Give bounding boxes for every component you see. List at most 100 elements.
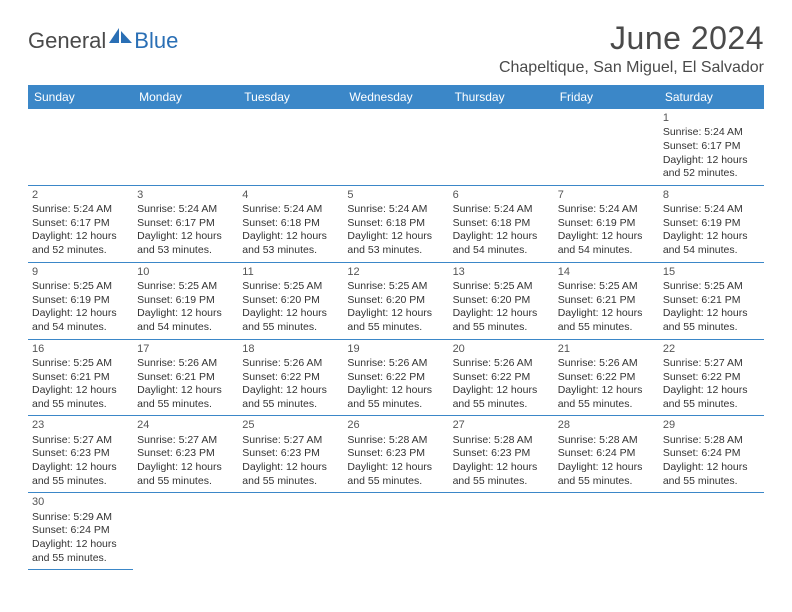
calendar-day-cell: 17Sunrise: 5:26 AMSunset: 6:21 PMDayligh…	[133, 339, 238, 416]
sunrise-text: Sunrise: 5:26 AM	[558, 357, 655, 371]
title-block: June 2024 Chapeltique, San Miguel, El Sa…	[499, 20, 764, 77]
sunset-text: Sunset: 6:20 PM	[242, 294, 339, 308]
sunrise-text: Sunrise: 5:24 AM	[663, 126, 760, 140]
calendar-day-cell: 8Sunrise: 5:24 AMSunset: 6:19 PMDaylight…	[659, 185, 764, 262]
calendar-day-cell: 3Sunrise: 5:24 AMSunset: 6:17 PMDaylight…	[133, 185, 238, 262]
daylight-text: Daylight: 12 hours and 54 minutes.	[663, 230, 760, 257]
sunset-text: Sunset: 6:17 PM	[137, 217, 234, 231]
calendar-day-cell: 9Sunrise: 5:25 AMSunset: 6:19 PMDaylight…	[28, 262, 133, 339]
daylight-text: Daylight: 12 hours and 55 minutes.	[663, 461, 760, 488]
day-number: 16	[32, 342, 129, 356]
day-number: 9	[32, 265, 129, 279]
calendar-day-cell: 27Sunrise: 5:28 AMSunset: 6:23 PMDayligh…	[449, 416, 554, 493]
sunset-text: Sunset: 6:20 PM	[453, 294, 550, 308]
daylight-text: Daylight: 12 hours and 54 minutes.	[558, 230, 655, 257]
sunset-text: Sunset: 6:22 PM	[453, 371, 550, 385]
calendar-day-cell: 25Sunrise: 5:27 AMSunset: 6:23 PMDayligh…	[238, 416, 343, 493]
day-of-week-header: Friday	[554, 85, 659, 109]
day-of-week-header: Thursday	[449, 85, 554, 109]
day-number: 22	[663, 342, 760, 356]
daylight-text: Daylight: 12 hours and 55 minutes.	[347, 461, 444, 488]
sunset-text: Sunset: 6:21 PM	[32, 371, 129, 385]
calendar-empty-cell	[554, 493, 659, 570]
calendar-table: SundayMondayTuesdayWednesdayThursdayFrid…	[28, 85, 764, 570]
calendar-week-row: 1Sunrise: 5:24 AMSunset: 6:17 PMDaylight…	[28, 109, 764, 185]
sunrise-text: Sunrise: 5:25 AM	[32, 357, 129, 371]
day-number: 28	[558, 418, 655, 432]
sunrise-text: Sunrise: 5:24 AM	[453, 203, 550, 217]
calendar-day-cell: 14Sunrise: 5:25 AMSunset: 6:21 PMDayligh…	[554, 262, 659, 339]
sunrise-text: Sunrise: 5:27 AM	[32, 434, 129, 448]
daylight-text: Daylight: 12 hours and 55 minutes.	[137, 384, 234, 411]
calendar-empty-cell	[133, 109, 238, 185]
sunrise-text: Sunrise: 5:24 AM	[663, 203, 760, 217]
day-number: 26	[347, 418, 444, 432]
daylight-text: Daylight: 12 hours and 55 minutes.	[558, 461, 655, 488]
day-number: 18	[242, 342, 339, 356]
calendar-day-cell: 2Sunrise: 5:24 AMSunset: 6:17 PMDaylight…	[28, 185, 133, 262]
logo: General Blue	[28, 26, 178, 55]
day-of-week-header: Saturday	[659, 85, 764, 109]
sunset-text: Sunset: 6:20 PM	[347, 294, 444, 308]
daylight-text: Daylight: 12 hours and 55 minutes.	[32, 461, 129, 488]
day-number: 21	[558, 342, 655, 356]
daylight-text: Daylight: 12 hours and 53 minutes.	[137, 230, 234, 257]
daylight-text: Daylight: 12 hours and 52 minutes.	[32, 230, 129, 257]
sunrise-text: Sunrise: 5:26 AM	[137, 357, 234, 371]
sunset-text: Sunset: 6:21 PM	[137, 371, 234, 385]
day-number: 19	[347, 342, 444, 356]
daylight-text: Daylight: 12 hours and 54 minutes.	[32, 307, 129, 334]
day-number: 27	[453, 418, 550, 432]
day-number: 25	[242, 418, 339, 432]
sunrise-text: Sunrise: 5:29 AM	[32, 511, 129, 525]
daylight-text: Daylight: 12 hours and 55 minutes.	[32, 538, 129, 565]
day-number: 3	[137, 188, 234, 202]
logo-sail-icon	[108, 26, 134, 51]
month-title: June 2024	[499, 20, 764, 57]
day-number: 13	[453, 265, 550, 279]
daylight-text: Daylight: 12 hours and 55 minutes.	[347, 307, 444, 334]
daylight-text: Daylight: 12 hours and 53 minutes.	[242, 230, 339, 257]
day-number: 30	[32, 495, 129, 509]
day-of-week-row: SundayMondayTuesdayWednesdayThursdayFrid…	[28, 85, 764, 109]
day-number: 4	[242, 188, 339, 202]
daylight-text: Daylight: 12 hours and 55 minutes.	[558, 384, 655, 411]
day-number: 14	[558, 265, 655, 279]
sunrise-text: Sunrise: 5:24 AM	[242, 203, 339, 217]
calendar-day-cell: 23Sunrise: 5:27 AMSunset: 6:23 PMDayligh…	[28, 416, 133, 493]
calendar-empty-cell	[449, 109, 554, 185]
daylight-text: Daylight: 12 hours and 55 minutes.	[347, 384, 444, 411]
sunrise-text: Sunrise: 5:24 AM	[32, 203, 129, 217]
calendar-day-cell: 7Sunrise: 5:24 AMSunset: 6:19 PMDaylight…	[554, 185, 659, 262]
calendar-day-cell: 26Sunrise: 5:28 AMSunset: 6:23 PMDayligh…	[343, 416, 448, 493]
daylight-text: Daylight: 12 hours and 55 minutes.	[242, 384, 339, 411]
calendar-day-cell: 19Sunrise: 5:26 AMSunset: 6:22 PMDayligh…	[343, 339, 448, 416]
sunset-text: Sunset: 6:19 PM	[558, 217, 655, 231]
calendar-day-cell: 29Sunrise: 5:28 AMSunset: 6:24 PMDayligh…	[659, 416, 764, 493]
calendar-empty-cell	[343, 493, 448, 570]
day-number: 20	[453, 342, 550, 356]
sunrise-text: Sunrise: 5:25 AM	[137, 280, 234, 294]
sunset-text: Sunset: 6:18 PM	[453, 217, 550, 231]
daylight-text: Daylight: 12 hours and 54 minutes.	[453, 230, 550, 257]
daylight-text: Daylight: 12 hours and 55 minutes.	[663, 384, 760, 411]
sunset-text: Sunset: 6:22 PM	[558, 371, 655, 385]
calendar-day-cell: 15Sunrise: 5:25 AMSunset: 6:21 PMDayligh…	[659, 262, 764, 339]
calendar-body: 1Sunrise: 5:24 AMSunset: 6:17 PMDaylight…	[28, 109, 764, 570]
calendar-day-cell: 10Sunrise: 5:25 AMSunset: 6:19 PMDayligh…	[133, 262, 238, 339]
calendar-day-cell: 12Sunrise: 5:25 AMSunset: 6:20 PMDayligh…	[343, 262, 448, 339]
day-of-week-header: Sunday	[28, 85, 133, 109]
day-number: 6	[453, 188, 550, 202]
calendar-day-cell: 28Sunrise: 5:28 AMSunset: 6:24 PMDayligh…	[554, 416, 659, 493]
calendar-empty-cell	[343, 109, 448, 185]
daylight-text: Daylight: 12 hours and 52 minutes.	[663, 154, 760, 181]
sunrise-text: Sunrise: 5:26 AM	[347, 357, 444, 371]
sunrise-text: Sunrise: 5:24 AM	[558, 203, 655, 217]
calendar-day-cell: 30Sunrise: 5:29 AMSunset: 6:24 PMDayligh…	[28, 493, 133, 570]
logo-text-general: General	[28, 28, 106, 54]
daylight-text: Daylight: 12 hours and 55 minutes.	[558, 307, 655, 334]
calendar-day-cell: 20Sunrise: 5:26 AMSunset: 6:22 PMDayligh…	[449, 339, 554, 416]
sunset-text: Sunset: 6:24 PM	[558, 447, 655, 461]
sunset-text: Sunset: 6:18 PM	[347, 217, 444, 231]
sunset-text: Sunset: 6:23 PM	[347, 447, 444, 461]
